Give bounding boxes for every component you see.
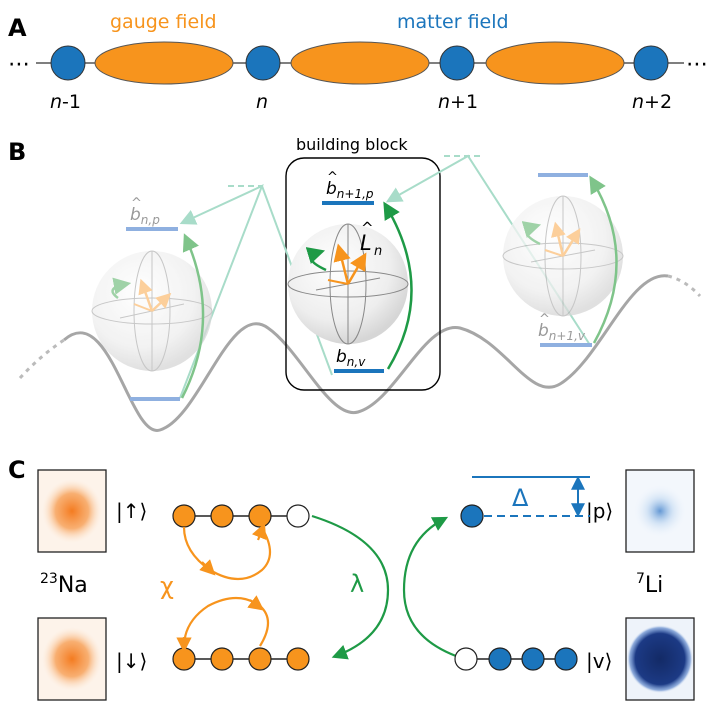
site-label-n-plus-1: n+1 [438, 91, 478, 113]
chi-arc-upper [182, 526, 272, 581]
building-block-box [285, 157, 441, 391]
coupling-arc-center [383, 201, 413, 370]
operator-L-hat: ^ [361, 219, 374, 237]
ket-p: |p⟩ [586, 499, 613, 523]
sphere-right-rotation-arrow [521, 221, 542, 246]
gauge-link-3 [485, 41, 625, 85]
li-image-v-cloud [627, 625, 693, 693]
sphere-left-spin-arrow [138, 278, 154, 312]
chi-arc-lower [182, 596, 270, 648]
matter-site-n-minus-1 [50, 45, 86, 81]
chi-arc-lower-head-2 [247, 595, 265, 611]
na-up-atom-2 [210, 504, 234, 528]
matter-site-n [245, 45, 281, 81]
label-b-n-p: bn,p [130, 205, 160, 227]
li-v-atom-3 [554, 647, 578, 671]
building-block-label: building block [296, 135, 408, 154]
sphere-center-rotation-arrow [305, 247, 327, 272]
panel-b: B building block bn,p bn+1,p bn,v bn+1,v… [8, 135, 702, 432]
na-down-atom-4 [286, 647, 310, 671]
label-b-n1-p: bn+1,p [326, 179, 374, 201]
ellipsis-right: ⋯ [686, 52, 708, 77]
chi-arc-upper-head-2 [251, 522, 267, 541]
site-label-n-minus-1: n-1 [50, 91, 81, 113]
ket-up: |↑⟩ [116, 499, 147, 523]
na-down-atom-2 [210, 647, 234, 671]
lambda-label: λ [350, 570, 364, 598]
matter-field-label: matter field [397, 11, 509, 33]
sphere-right-spin-arrow [551, 221, 566, 257]
sphere-left-rotation-arrow [111, 277, 132, 300]
matter-site-n-plus-1 [439, 45, 475, 81]
sphere-left-spin-arrow-3 [133, 303, 153, 312]
sphere-right-spin-arrow-3 [544, 249, 564, 257]
li-v-empty-site [454, 647, 478, 671]
sphere-center-spin-arrow-2 [346, 252, 367, 285]
chi-label: χ [160, 572, 174, 600]
li-v-atom-1 [488, 647, 512, 671]
matter-site-n-plus-2 [633, 45, 669, 81]
lattice-potential [63, 274, 669, 432]
hat-b-n1-v: ^ [539, 312, 550, 327]
panel-a: A gauge field matter field ⋯ ⋯ n-1 n n+1… [8, 11, 708, 113]
operator-L: L [360, 231, 372, 255]
ellipsis-left: ⋯ [8, 52, 30, 77]
coupling-arc-right [589, 175, 618, 344]
panel-c: C |↑⟩ |↓⟩ |p⟩ |v⟩ 23Na 7Li [8, 456, 695, 701]
spin-sphere-center: L ^ n [287, 219, 409, 345]
na-up-empty-site [286, 504, 310, 528]
panel-a-label: A [8, 14, 27, 42]
site-label-n: n [256, 91, 268, 113]
na-image-down-cloud [42, 627, 102, 691]
na-image-up-cloud [42, 479, 102, 543]
potential-dashed-left [18, 338, 65, 380]
sphere-right-spin-arrow-2 [561, 228, 581, 257]
lambda-arc-right [402, 516, 457, 658]
hat-b-n-v: ^ [337, 338, 348, 353]
li-p-atom [460, 504, 484, 528]
chi-arc-upper-head-1 [199, 559, 216, 576]
lambda-arc-left [311, 514, 390, 660]
sphere-center-spin-arrow [333, 243, 351, 285]
species-li: 7Li [636, 571, 663, 598]
hat-b-n-p: ^ [131, 196, 142, 211]
spin-sphere-right [502, 195, 624, 317]
na-up-atom-1 [172, 504, 196, 528]
gauge-field-label: gauge field [110, 11, 217, 33]
sphere-left-spin-arrow-2 [151, 292, 172, 312]
na-down-atom-1 [172, 647, 196, 671]
spin-sphere-left [91, 250, 213, 372]
hat-b-n1-p: ^ [327, 170, 338, 185]
sphere-center-spin-arrow-3 [327, 279, 349, 285]
label-b-n1-v: bn+1,v [538, 321, 586, 343]
panel-b-label: B [8, 138, 26, 166]
operator-L-sub: n [374, 244, 382, 259]
coupling-arc-left [180, 233, 205, 399]
delta-label: Δ [512, 484, 529, 512]
site-label-n-plus-2: n+2 [632, 91, 672, 113]
ket-v: |v⟩ [586, 649, 612, 673]
na-down-atom-3 [248, 647, 272, 671]
potential-dashed-right [667, 274, 702, 298]
gauge-link-1 [94, 41, 234, 85]
ket-down: |↓⟩ [116, 649, 147, 673]
panel-c-label: C [8, 456, 26, 484]
label-b-n-v: bn,v [336, 347, 366, 369]
gauge-link-2 [290, 41, 430, 85]
li-image-p-cloud [634, 485, 686, 537]
species-na: 23Na [40, 571, 88, 598]
li-v-atom-2 [521, 647, 545, 671]
na-up-atom-3 [248, 504, 272, 528]
